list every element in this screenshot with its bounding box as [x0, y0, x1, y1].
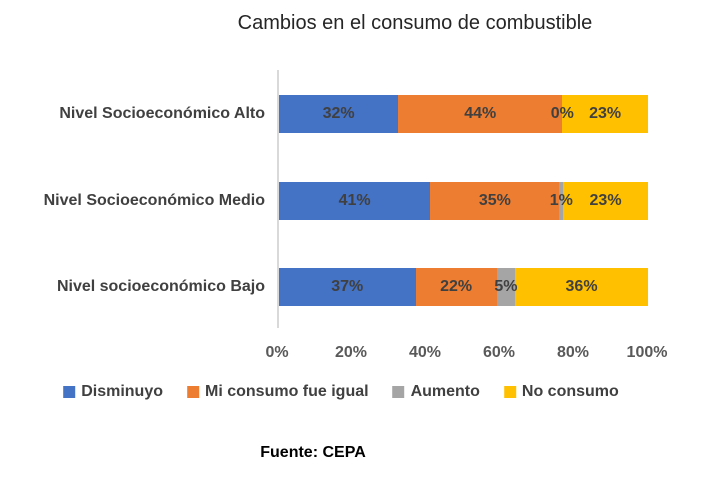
category-label-nivel-socioeconómico-medio: Nivel Socioeconómico Medio [43, 192, 265, 209]
chart-title: Cambios en el consumo de combustible [237, 12, 593, 34]
legend-swatch-icon [503, 386, 516, 398]
bar-segment-mi-consumo-fue-igual: 35% [430, 182, 560, 220]
source-note: Fuente: CEPA [260, 444, 366, 461]
bar-value-label: 35% [478, 192, 511, 209]
legend-item-mi-consumo-fue-igual: Mi consumo fue igual [187, 383, 369, 401]
category-label-nivel-socioeconómico-alto: Nivel Socioeconómico Alto [59, 105, 265, 122]
bar-value-label: 41% [338, 192, 371, 209]
bar-segment-mi-consumo-fue-igual: 22% [415, 268, 497, 306]
bar-segment-no-consumo: 23% [562, 95, 648, 133]
bar-segment-no-consumo: 36% [515, 268, 648, 306]
legend-swatch-icon [187, 386, 200, 398]
bar-segment-no-consumo: 23% [563, 182, 648, 220]
bar-segment-disminuyo: 32% [279, 95, 399, 133]
bar-value-label: 0% [550, 105, 574, 122]
legend-swatch-icon [392, 386, 405, 398]
category-label-nivel-socioeconómico-bajo: Nivel socioeconómico Bajo [56, 278, 265, 295]
bar-value-label: 22% [440, 278, 473, 295]
bar-segment-disminuyo: 41% [279, 182, 431, 220]
legend-item-disminuyo: Disminuyo [63, 383, 163, 401]
y-axis-line [277, 70, 279, 328]
bar-segment-aumento: 1% [550, 182, 573, 220]
x-tick-label: 100% [626, 344, 668, 361]
bar-value-label: 37% [331, 278, 364, 295]
x-axis-ticks: 0% 20% 40% 60% 80% 100% [265, 344, 667, 364]
bar-row-nivel-socioeconómico-bajo: 37% 22% 5% 36% [279, 268, 648, 306]
legend-swatch-icon [63, 386, 76, 398]
legend-label: No consumo [521, 383, 619, 400]
bar-value-label: 36% [565, 278, 598, 295]
bar-value-label: 44% [464, 105, 497, 122]
x-tick-label: 40% [408, 344, 442, 361]
legend-label: Mi consumo fue igual [205, 383, 369, 400]
legend: Disminuyo Mi consumo fue igual Aumento No c… [63, 383, 619, 401]
x-tick-label: 20% [334, 344, 368, 361]
bar-value-label: 1% [549, 192, 573, 209]
category-axis: Nivel Socioeconómico Alto Nivel Socioecon… [0, 70, 265, 328]
bar-segment-mi-consumo-fue-igual: 44% [398, 95, 563, 133]
bar-segment-aumento: 5% [494, 268, 518, 306]
bar-row-nivel-socioeconómico-alto: 32% 44% 0% 23% [279, 95, 648, 133]
legend-label: Disminuyo [81, 383, 164, 400]
legend-label: Aumento [410, 383, 480, 400]
legend-item-aumento: Aumento [392, 383, 480, 401]
x-tick-label: 60% [482, 344, 516, 361]
bar-row-nivel-socioeconómico-medio: 41% 35% 1% 23% [279, 182, 648, 220]
bar-value-label: 5% [494, 278, 518, 295]
bar-value-label: 23% [589, 192, 622, 209]
bar-value-label: 32% [322, 105, 355, 122]
bar-value-label: 23% [589, 105, 622, 122]
x-tick-label: 0% [265, 344, 289, 361]
bar-segment-disminuyo: 37% [279, 268, 416, 306]
plot-area: 32% 44% 0% 23% 41% 35% 1% 23% 37% 22% 5% 36% [279, 70, 648, 328]
legend-item-no-consumo: No consumo [503, 383, 619, 401]
x-tick-label: 80% [556, 344, 590, 361]
